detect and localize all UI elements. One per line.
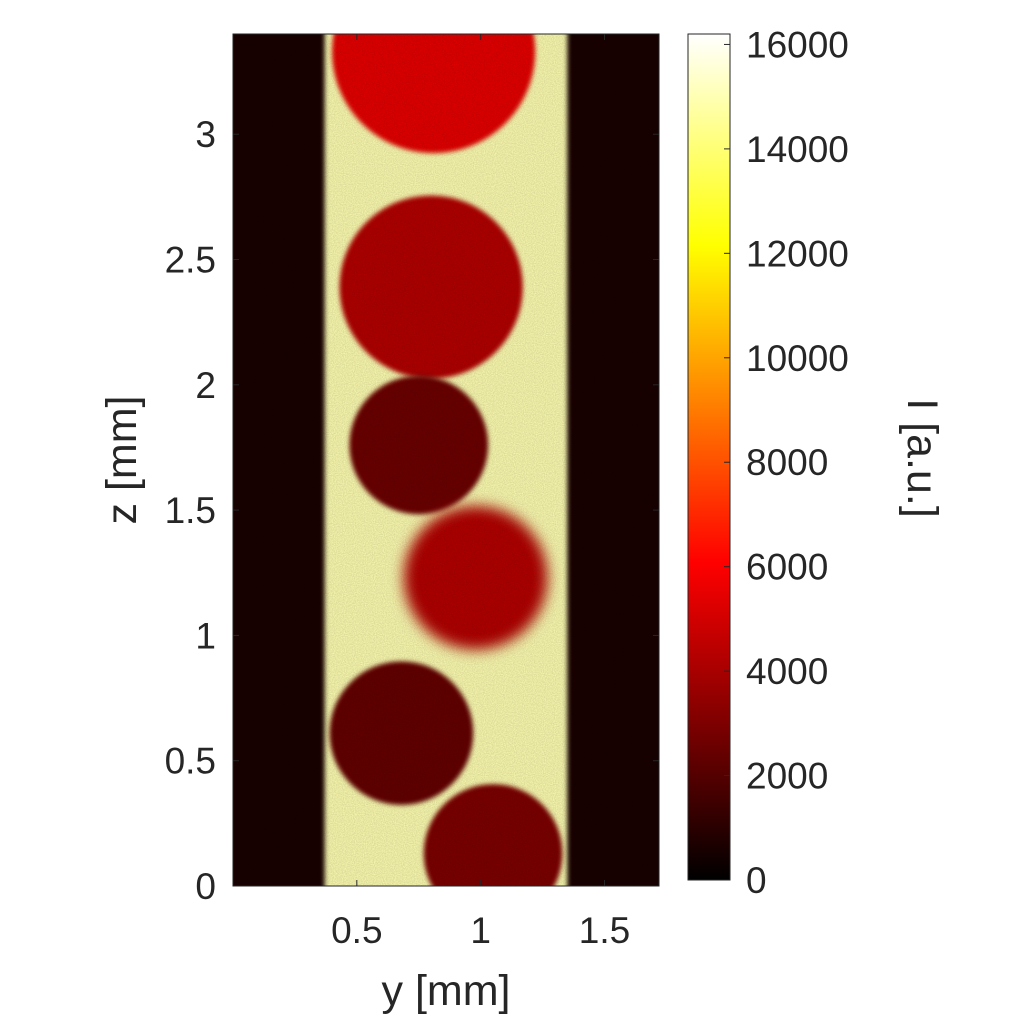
heatmap-plot xyxy=(233,34,659,886)
colorbar-tick-label: 16000 xyxy=(746,24,849,65)
y-axis-ticks: 0 0.5 1 1.5 2 2.5 3 xyxy=(165,114,659,907)
y-tick-label: 2.5 xyxy=(165,240,216,281)
noise-overlay xyxy=(233,34,659,886)
colorbar-tick-label: 6000 xyxy=(746,547,828,588)
x-tick-label: 1.5 xyxy=(579,910,630,951)
x-axis-label: y [mm] xyxy=(382,967,511,1015)
y-tick-label: 1 xyxy=(195,615,216,656)
colorbar-tick-label: 12000 xyxy=(746,233,849,274)
colorbar-tick-label: 10000 xyxy=(746,338,849,379)
y-tick-label: 3 xyxy=(195,114,216,155)
x-tick-label: 1 xyxy=(470,910,491,951)
colorbar-tick-label: 2000 xyxy=(746,756,828,797)
colorbar-tick-label: 4000 xyxy=(746,651,828,692)
x-axis-ticks: 0.5 1 1.5 xyxy=(331,34,630,951)
y-tick-label: 2 xyxy=(195,365,216,406)
y-tick-label: 0.5 xyxy=(165,741,216,782)
plot-frame xyxy=(232,33,660,887)
colorbar xyxy=(687,33,731,881)
colorbar-tick-label: 8000 xyxy=(746,442,828,483)
colorbar-label: I [a.u.] xyxy=(898,398,946,518)
y-axis-label: z [mm] xyxy=(98,396,146,525)
y-tick-label: 1.5 xyxy=(165,490,216,531)
colorbar-ticks: 0 2000 4000 6000 8000 10000 12000 14000 16000 xyxy=(724,24,849,901)
x-tick-label: 0.5 xyxy=(331,910,382,951)
y-tick-label: 0 xyxy=(195,866,216,907)
colorbar-tick-label: 0 xyxy=(746,860,767,901)
colorbar-tick-label: 14000 xyxy=(746,129,849,170)
